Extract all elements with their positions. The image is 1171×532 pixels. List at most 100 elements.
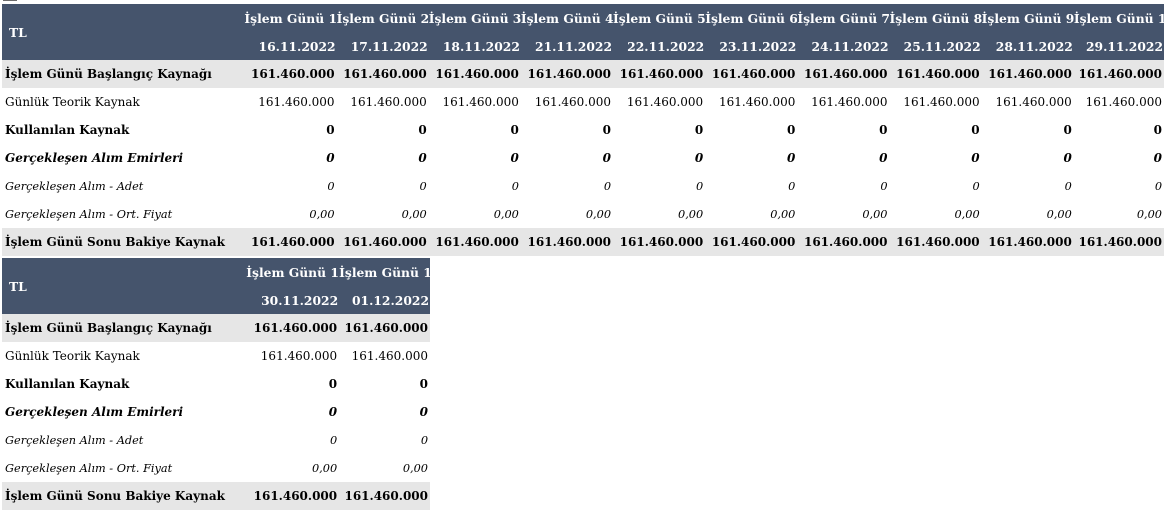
value-cell: 0 bbox=[1063, 151, 1072, 165]
value-cell: 0,00 bbox=[1046, 207, 1072, 221]
value-cell: 0,00 bbox=[678, 207, 704, 221]
currency-label: TL bbox=[9, 24, 27, 40]
executed-buy-avg-price-row: Gerçekleşen Alım - Ort. Fiyat 0,00 0,00 0,0… bbox=[2, 200, 1164, 228]
value-cell: 0 bbox=[1153, 123, 1162, 137]
used-resource-row: Kullanılan Kaynak 0 0 bbox=[2, 370, 430, 398]
day-header: İşlem Günü 5 bbox=[613, 10, 706, 26]
value-cell: 161.460.000 bbox=[896, 235, 980, 249]
value-cell: 161.460.000 bbox=[534, 95, 612, 109]
value-cell: 0 bbox=[880, 179, 888, 193]
value-cell: 161.460.000 bbox=[253, 489, 338, 503]
daily-resource-table-2: TL İşlem Günü 11 İşlem Günü 12 30.11.202… bbox=[2, 258, 430, 510]
value-cell: 161.460.000 bbox=[988, 235, 1072, 249]
value-cell: 0 bbox=[418, 151, 427, 165]
top-left-mark bbox=[0, 0, 20, 4]
value-cell: 0 bbox=[603, 179, 612, 193]
day-header: İşlem Günü 7 bbox=[797, 10, 890, 26]
value-cell: 0 bbox=[879, 151, 888, 165]
daily-theoretical-resource-row: Günlük Teorik Kaynak 161.460.000 161.460.0… bbox=[2, 342, 430, 370]
value-cell: 0 bbox=[694, 151, 704, 165]
day-header: İşlem Günü 3 bbox=[428, 10, 521, 26]
value-cell: 0 bbox=[328, 405, 338, 419]
day-header: İşlem Günü 11 bbox=[246, 264, 340, 280]
row-label: Gerçekleşen Alım Emirleri bbox=[5, 405, 184, 419]
date-header: 23.11.2022 bbox=[719, 38, 797, 54]
value-cell: 0 bbox=[510, 151, 519, 165]
day-header: İşlem Günü 1 bbox=[244, 10, 337, 26]
value-cell: 0 bbox=[971, 151, 980, 165]
value-cell: 0 bbox=[419, 377, 428, 391]
value-cell: 161.460.000 bbox=[995, 95, 1072, 109]
date-header: 29.11.2022 bbox=[1085, 38, 1163, 54]
value-cell: 0 bbox=[879, 123, 888, 137]
value-cell: 161.460.000 bbox=[251, 67, 335, 81]
date-header: 16.11.2022 bbox=[258, 38, 336, 54]
daily-resource-table-1: TL İşlem Günü 1 İşlem Günü 2 İşlem Günü … bbox=[2, 4, 1164, 256]
day-header: İşlem Günü 2 bbox=[336, 10, 429, 26]
start-of-day-resource-row: İşlem Günü Başlangıç Kaynağı 161.460.000 1… bbox=[2, 314, 430, 342]
value-cell: 0 bbox=[328, 377, 338, 391]
row-label: Gerçekleşen Alım - Adet bbox=[5, 179, 144, 193]
value-cell: 0 bbox=[972, 179, 980, 193]
value-cell: 0,00 bbox=[954, 207, 980, 221]
value-cell: 0,00 bbox=[862, 207, 888, 221]
value-cell: 161.460.000 bbox=[253, 321, 338, 335]
value-cell: 161.460.000 bbox=[435, 235, 519, 249]
value-cell: 0 bbox=[1154, 179, 1162, 193]
day-header: İşlem Günü 9 bbox=[981, 10, 1074, 26]
value-cell: 0,00 bbox=[493, 207, 519, 221]
row-label: İşlem Günü Başlangıç Kaynağı bbox=[5, 67, 212, 81]
value-cell: 0,00 bbox=[1136, 207, 1162, 221]
currency-label: TL bbox=[9, 278, 27, 294]
value-cell: 0,00 bbox=[309, 207, 335, 221]
value-cell: 0,00 bbox=[401, 207, 427, 221]
date-header: 21.11.2022 bbox=[535, 38, 613, 54]
row-label: Kullanılan Kaynak bbox=[5, 377, 130, 391]
executed-buy-orders-row: Gerçekleşen Alım Emirleri 0 0 bbox=[2, 398, 430, 426]
value-cell: 161.460.000 bbox=[711, 235, 796, 249]
value-cell: 161.460.000 bbox=[619, 67, 704, 81]
row-label: Kullanılan Kaynak bbox=[5, 123, 130, 137]
day-header: İşlem Günü 10 bbox=[1073, 10, 1164, 26]
value-cell: 161.460.000 bbox=[711, 67, 796, 81]
value-cell: 161.460.000 bbox=[435, 67, 519, 81]
end-of-day-balance-row: İşlem Günü Sonu Bakiye Kaynak 161.460.000… bbox=[2, 482, 430, 510]
row-label: İşlem Günü Başlangıç Kaynağı bbox=[5, 321, 212, 335]
day-header: İşlem Günü 12 bbox=[339, 264, 430, 280]
value-cell: 0 bbox=[1153, 151, 1162, 165]
value-cell: 161.460.000 bbox=[988, 67, 1072, 81]
value-cell: 0 bbox=[326, 151, 335, 165]
value-cell: 0 bbox=[1064, 179, 1072, 193]
value-cell: 0 bbox=[419, 179, 427, 193]
value-cell: 0 bbox=[694, 123, 704, 137]
header-row-days: TL İşlem Günü 1 İşlem Günü 2 İşlem Günü … bbox=[2, 4, 1164, 40]
value-cell: 161.460.000 bbox=[258, 95, 335, 109]
executed-buy-quantity-row: Gerçekleşen Alım - Adet 0 0 bbox=[2, 426, 430, 454]
value-cell: 161.460.000 bbox=[527, 67, 612, 81]
value-cell: 0,00 bbox=[585, 207, 612, 221]
row-label: Günlük Teorik Kaynak bbox=[5, 349, 140, 363]
date-header: 22.11.2022 bbox=[627, 38, 705, 54]
value-cell: 0 bbox=[419, 405, 428, 419]
executed-buy-avg-price-row: Gerçekleşen Alım - Ort. Fiyat 0,00 0,00 bbox=[2, 454, 430, 482]
date-header: 30.11.2022 bbox=[261, 292, 339, 308]
value-cell: 0 bbox=[327, 179, 335, 193]
value-cell: 161.460.000 bbox=[344, 321, 428, 335]
value-cell: 0 bbox=[420, 433, 428, 447]
value-cell: 0 bbox=[602, 123, 612, 137]
value-cell: 0 bbox=[971, 123, 980, 137]
daily-theoretical-resource-row: Günlük Teorik Kaynak 161.460.000 161.460.0… bbox=[2, 88, 1164, 116]
header-row-days: TL İşlem Günü 11 İşlem Günü 12 bbox=[2, 258, 430, 294]
value-cell: 0 bbox=[1063, 123, 1072, 137]
value-cell: 161.460.000 bbox=[344, 489, 428, 503]
value-cell: 0 bbox=[329, 433, 338, 447]
row-label: Gerçekleşen Alım - Ort. Fiyat bbox=[5, 207, 173, 221]
row-label: Gerçekleşen Alım Emirleri bbox=[5, 151, 184, 165]
day-header: İşlem Günü 4 bbox=[520, 10, 614, 26]
date-header: 28.11.2022 bbox=[995, 38, 1073, 54]
value-cell: 161.460.000 bbox=[527, 235, 612, 249]
value-cell: 0 bbox=[602, 151, 612, 165]
value-cell: 0 bbox=[511, 179, 519, 193]
value-cell: 161.460.000 bbox=[1078, 235, 1162, 249]
value-cell: 0 bbox=[786, 123, 796, 137]
